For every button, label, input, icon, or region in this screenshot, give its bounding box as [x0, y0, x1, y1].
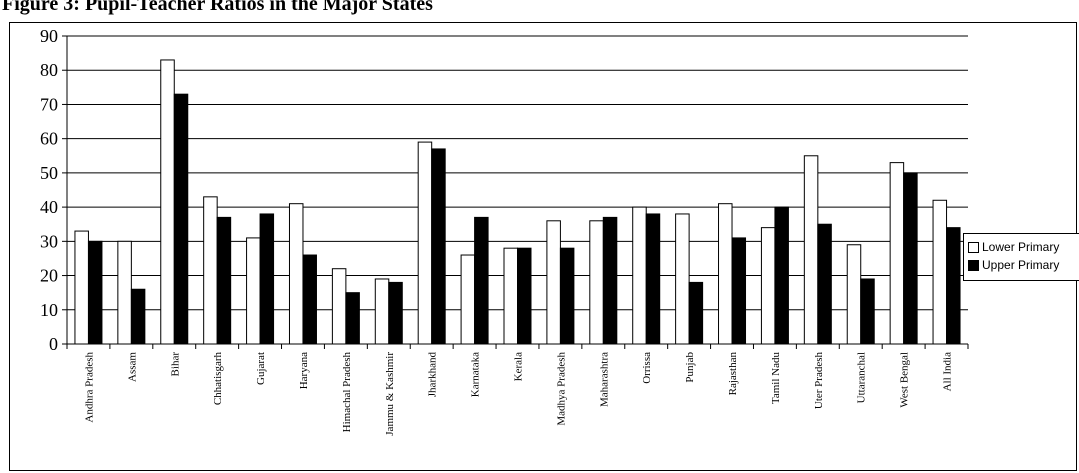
x-tick-label: Jammu & Kashmir — [384, 352, 396, 436]
bar-lower-primary — [161, 60, 175, 344]
bar-upper-primary — [475, 217, 489, 344]
bar-upper-primary — [432, 149, 446, 344]
bar-lower-primary — [633, 207, 647, 344]
bar-upper-primary — [260, 214, 274, 344]
bar-upper-primary — [217, 217, 231, 344]
x-tick-label: Himachal Pradesh — [341, 352, 353, 433]
bar-upper-primary — [131, 289, 145, 344]
y-tick-label: 10 — [40, 300, 58, 320]
bar-lower-primary — [719, 204, 733, 344]
x-tick-label: Kerala — [513, 352, 525, 381]
bar-upper-primary — [732, 238, 746, 344]
y-tick-label: 90 — [40, 26, 58, 46]
bar-upper-primary — [389, 282, 403, 344]
x-tick-label: Haryana — [298, 352, 310, 389]
y-tick-label: 50 — [40, 163, 58, 183]
bar-lower-primary — [118, 241, 132, 344]
x-tick-label: Karnataka — [470, 352, 482, 397]
x-tick-label: Gujarat — [255, 352, 267, 385]
bar-lower-primary — [461, 255, 475, 344]
bar-lower-primary — [418, 142, 432, 344]
bar-lower-primary — [890, 163, 904, 344]
bar-lower-primary — [761, 228, 775, 344]
bar-upper-primary — [603, 217, 617, 344]
legend-swatch-lower — [968, 242, 979, 253]
legend-swatch-upper — [968, 260, 979, 271]
legend-label-upper: Upper Primary — [982, 258, 1059, 272]
legend-item-upper: Upper Primary — [968, 258, 1059, 272]
y-tick-label: 0 — [49, 334, 58, 354]
bar-upper-primary — [560, 248, 574, 344]
y-tick-label: 40 — [40, 197, 58, 217]
bar-lower-primary — [847, 245, 861, 344]
x-tick-label: West Bengal — [899, 352, 911, 408]
bar-upper-primary — [818, 224, 832, 344]
y-tick-label: 60 — [40, 129, 58, 149]
x-tick-label: Punjab — [684, 352, 696, 383]
bar-lower-primary — [590, 221, 604, 344]
bar-upper-primary — [518, 248, 532, 344]
bar-upper-primary — [646, 214, 660, 344]
x-tick-label: Chhatisgarh — [212, 352, 224, 406]
bar-upper-primary — [174, 94, 188, 344]
legend-item-lower: Lower Primary — [968, 240, 1059, 254]
bar-upper-primary — [861, 279, 875, 344]
bar-upper-primary — [904, 173, 918, 344]
x-tick-label: Orrissa — [641, 352, 653, 384]
y-tick-label: 70 — [40, 94, 58, 114]
x-tick-label: Tamil Nadu — [770, 352, 782, 405]
bar-lower-primary — [933, 200, 947, 344]
bar-lower-primary — [547, 221, 561, 344]
y-tick-label: 30 — [40, 231, 58, 251]
bar-lower-primary — [504, 248, 518, 344]
chart-legend: Lower Primary Upper Primary — [963, 233, 1079, 281]
x-tick-label: Assam — [126, 352, 138, 382]
y-tick-label: 80 — [40, 60, 58, 80]
bar-upper-primary — [775, 207, 789, 344]
bar-upper-primary — [303, 255, 317, 344]
x-tick-label: Rajasthan — [727, 352, 739, 396]
bar-upper-primary — [346, 293, 360, 344]
x-tick-label: Maharashtra — [598, 352, 610, 407]
bar-upper-primary — [88, 241, 102, 344]
bar-lower-primary — [804, 156, 818, 344]
bar-lower-primary — [204, 197, 218, 344]
x-tick-label: Uter Pradesh — [813, 352, 825, 410]
x-tick-label: Uttaranchal — [856, 352, 868, 403]
y-tick-label: 20 — [40, 266, 58, 286]
x-tick-label: Bihar — [169, 352, 181, 377]
x-tick-label: All India — [942, 352, 954, 392]
x-tick-label: Jharkhand — [427, 352, 439, 398]
bar-lower-primary — [676, 214, 690, 344]
bar-lower-primary — [75, 231, 89, 344]
bar-lower-primary — [247, 238, 260, 344]
bar-upper-primary — [947, 228, 961, 344]
bar-upper-primary — [689, 282, 703, 344]
bar-lower-primary — [289, 204, 303, 344]
bar-lower-primary — [375, 279, 389, 344]
bar-lower-primary — [332, 269, 346, 344]
legend-label-lower: Lower Primary — [982, 240, 1059, 254]
x-tick-label: Madhya Pradesh — [555, 352, 567, 426]
x-tick-label: Andhra Pradesh — [83, 352, 95, 423]
